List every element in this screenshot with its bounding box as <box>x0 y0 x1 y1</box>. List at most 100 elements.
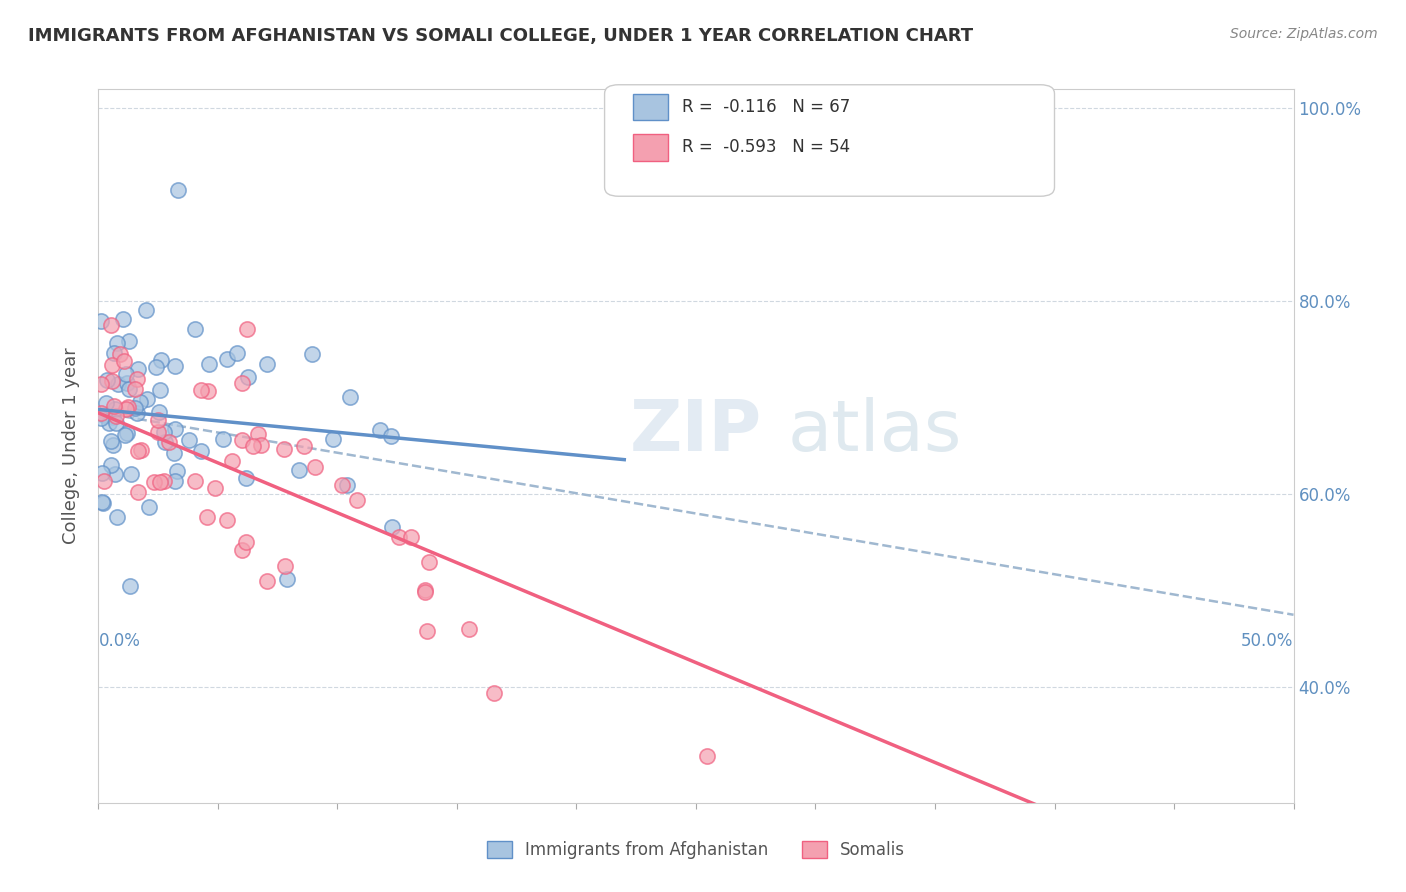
Point <box>458 623 481 637</box>
Point <box>184 474 207 488</box>
Point <box>149 353 172 368</box>
Point <box>145 360 167 375</box>
Point <box>104 416 127 430</box>
Point <box>127 362 149 376</box>
Point <box>165 422 187 436</box>
Point <box>101 358 124 372</box>
Point <box>413 585 436 599</box>
Point <box>380 520 402 534</box>
Point <box>370 423 392 437</box>
Point <box>276 572 298 586</box>
Point <box>135 302 157 317</box>
Point <box>696 749 718 764</box>
Point <box>91 466 114 480</box>
Point <box>256 574 278 588</box>
Point <box>339 390 361 404</box>
Point <box>153 434 176 449</box>
Point <box>105 336 128 351</box>
Point <box>117 426 139 441</box>
Point <box>118 579 141 593</box>
Point <box>148 405 170 419</box>
Point <box>120 467 142 482</box>
Point <box>90 406 112 420</box>
Point <box>108 347 131 361</box>
Legend: Immigrants from Afghanistan, Somalis: Immigrants from Afghanistan, Somalis <box>481 834 911 866</box>
Point <box>153 474 176 488</box>
Point <box>235 471 257 485</box>
Point <box>380 429 402 443</box>
Point <box>127 485 149 500</box>
Point <box>163 474 186 488</box>
Point <box>153 425 176 439</box>
Point <box>118 382 141 396</box>
Point <box>336 478 359 492</box>
Point <box>399 530 422 544</box>
Point <box>107 377 129 392</box>
Point <box>129 442 152 457</box>
Point <box>100 458 122 472</box>
Point <box>215 513 238 527</box>
Point <box>104 409 127 424</box>
Point <box>112 353 135 368</box>
Point <box>212 433 235 447</box>
Point <box>115 376 138 391</box>
Point <box>136 392 159 406</box>
Point <box>221 454 243 468</box>
Point <box>103 399 125 413</box>
Point <box>128 395 150 409</box>
Point <box>274 559 297 574</box>
Point <box>91 494 114 508</box>
Point <box>166 464 188 478</box>
Point <box>125 406 148 420</box>
Point <box>242 440 264 454</box>
Point <box>114 428 136 442</box>
Point <box>96 396 118 410</box>
Point <box>236 322 259 336</box>
Point <box>235 535 257 549</box>
Point <box>115 402 138 417</box>
Point <box>304 460 326 475</box>
Point <box>197 384 219 398</box>
Point <box>195 509 218 524</box>
Point <box>101 375 124 389</box>
Point <box>197 358 219 372</box>
Point <box>124 382 146 396</box>
Point <box>190 383 212 397</box>
Point <box>138 500 160 515</box>
Point <box>90 410 112 425</box>
Point <box>236 370 259 384</box>
Point <box>388 530 411 544</box>
Point <box>249 438 271 452</box>
Point <box>98 416 121 430</box>
Point <box>100 318 122 333</box>
Point <box>301 346 323 360</box>
Point <box>157 435 180 450</box>
Point <box>413 582 436 597</box>
Point <box>322 432 344 446</box>
Point <box>190 444 212 458</box>
Point <box>149 475 172 489</box>
Point <box>101 409 124 424</box>
Point <box>231 434 253 448</box>
Point <box>117 401 139 415</box>
Point <box>162 446 184 460</box>
Point <box>418 555 440 569</box>
Point <box>148 425 170 439</box>
Point <box>93 409 115 423</box>
Point <box>103 346 125 360</box>
Point <box>90 377 112 392</box>
Point <box>184 322 207 336</box>
Point <box>115 367 138 381</box>
Text: Source: ZipAtlas.com: Source: ZipAtlas.com <box>1230 27 1378 41</box>
Point <box>104 401 127 416</box>
Point <box>127 372 149 386</box>
Point <box>142 475 165 489</box>
Point <box>93 474 115 488</box>
Point <box>415 624 437 639</box>
Point <box>149 384 172 398</box>
Point <box>146 413 169 427</box>
Point <box>179 433 201 447</box>
Point <box>484 686 506 700</box>
Point <box>124 401 146 415</box>
Point <box>166 183 188 197</box>
